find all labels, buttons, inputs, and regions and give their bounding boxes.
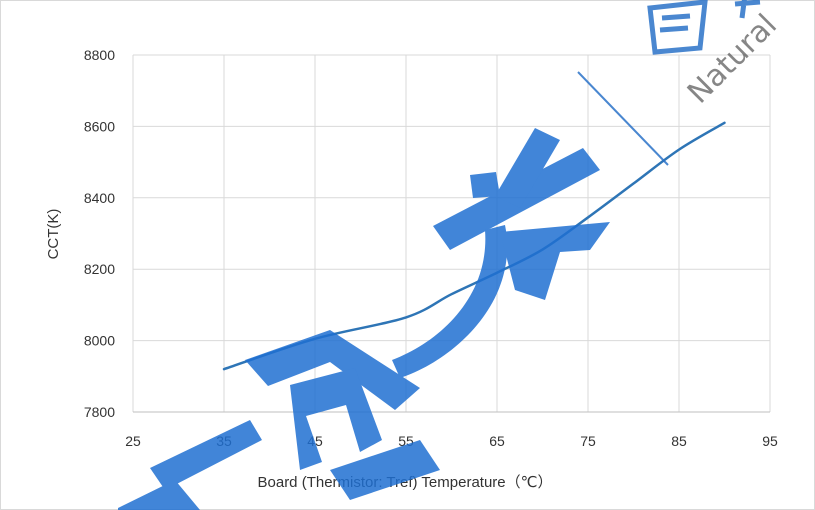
watermark-stroke-corner (118, 480, 200, 510)
watermark-stroke-slant (495, 128, 560, 208)
y-tick-label-8600: 8600 (84, 118, 115, 134)
x-tick-label-95: 95 (762, 433, 778, 449)
watermark-stroke-hook (500, 222, 610, 300)
watermark: Natural (118, 0, 784, 510)
y-tick-label-8400: 8400 (84, 190, 115, 206)
x-axis-ticks: 2535455565758595 (125, 433, 778, 449)
watermark-stroke-sweep (392, 225, 508, 378)
y-tick-label-8800: 8800 (84, 47, 115, 63)
x-tick-label-25: 25 (125, 433, 141, 449)
watermark-stroke-frame-inner (290, 368, 382, 470)
y-tick-label-8200: 8200 (84, 261, 115, 277)
watermark-stroke-bottom (330, 440, 440, 500)
y-axis-title: CCT(K) (45, 209, 62, 260)
x-tick-label-75: 75 (580, 433, 596, 449)
watermark-cn-glyph-2 (734, 0, 761, 19)
watermark-stroke-frame-top (245, 330, 420, 410)
watermark-stroke-dot (470, 172, 500, 198)
y-axis-ticks: 7800 8000 8200 8400 8600 8800 (84, 47, 115, 420)
watermark-stroke-left (150, 420, 262, 490)
watermark-cn-glyph (647, 0, 708, 55)
x-tick-label-85: 85 (671, 433, 687, 449)
x-axis-title: Board (Thermistor: Tref) Temperature（℃） (258, 474, 553, 491)
watermark-line (577, 71, 669, 166)
grid (132, 54, 771, 413)
series-layer (222, 121, 726, 371)
series-line-0 (222, 121, 726, 371)
x-tick-label-65: 65 (489, 433, 505, 449)
y-tick-label-7800: 7800 (84, 404, 115, 420)
y-tick-label-8000: 8000 (84, 333, 115, 349)
